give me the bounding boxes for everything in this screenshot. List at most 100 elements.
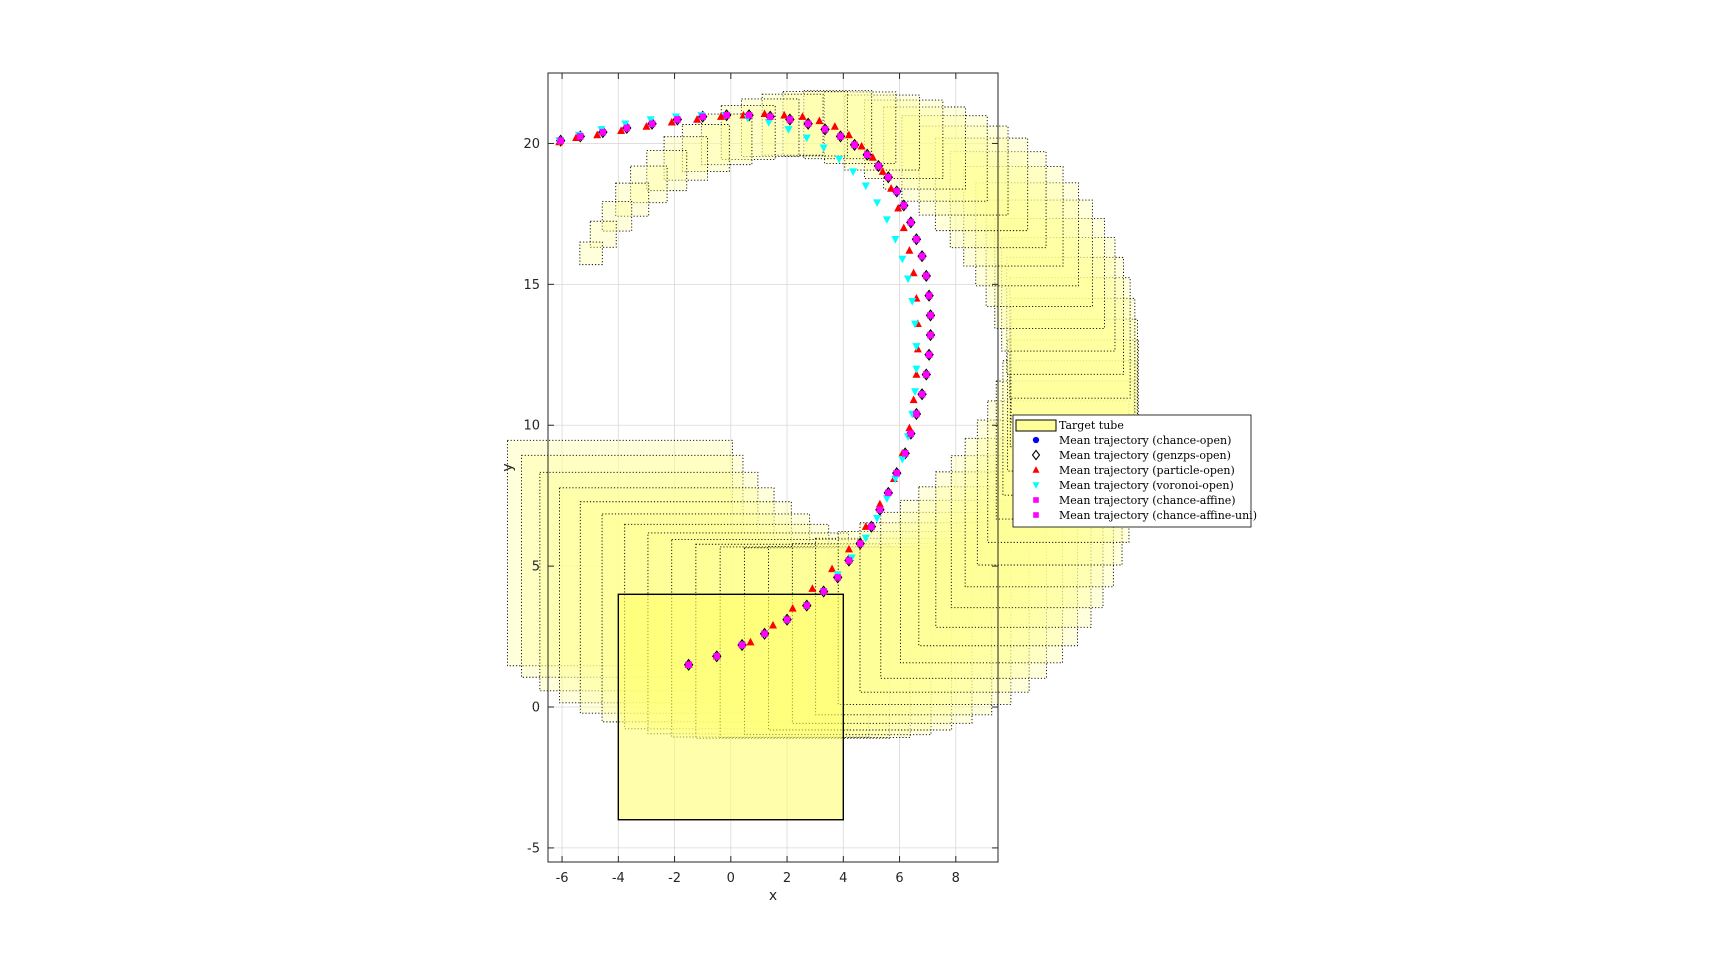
- data-point: [925, 292, 933, 299]
- data-point: [764, 119, 773, 127]
- data-point: [738, 641, 746, 649]
- data-point: [923, 371, 930, 378]
- data-point: [699, 113, 706, 120]
- data-point: [891, 475, 900, 484]
- tube-box: [761, 93, 824, 156]
- data-point: [912, 343, 921, 351]
- tube-box: [880, 511, 1047, 679]
- y-axis-label: y: [500, 463, 516, 471]
- data-point: [835, 155, 844, 164]
- tube-box: [701, 113, 753, 166]
- x-tick-label: -6: [556, 871, 569, 886]
- data-point: [905, 246, 914, 254]
- data-point: [685, 661, 692, 668]
- data-point: [857, 141, 866, 150]
- y-tick-label: -5: [527, 841, 540, 856]
- legend-label: Target tube: [1059, 419, 1124, 432]
- data-point: [819, 144, 828, 153]
- legend-marker: [1032, 482, 1040, 489]
- data-point: [868, 153, 877, 161]
- tube-box: [1006, 256, 1124, 375]
- data-point: [913, 236, 920, 243]
- data-point: [873, 515, 882, 523]
- data-point: [864, 151, 871, 158]
- data-point: [849, 168, 858, 177]
- data-point: [868, 523, 875, 530]
- tube-box: [1009, 277, 1131, 399]
- legend-label: Mean trajectory (chance-affine-uni): [1059, 509, 1257, 522]
- tube-box: [994, 217, 1106, 329]
- legend-label: Mean trajectory (particle-open): [1059, 464, 1235, 477]
- data-point: [898, 255, 907, 264]
- legend: Target tube Mean trajectory (chance-open)…: [1012, 414, 1257, 528]
- data-point: [648, 120, 656, 127]
- data-point: [674, 116, 681, 123]
- data-point: [844, 544, 853, 553]
- data-point: [885, 489, 892, 497]
- x-tick-label: 4: [839, 871, 847, 886]
- x-axis-label: x: [769, 888, 777, 904]
- data-point: [716, 112, 725, 120]
- data-point: [918, 391, 926, 398]
- tube-box: [1001, 237, 1116, 352]
- data-point: [913, 344, 922, 353]
- axis-ticks: -6 -4 -2 0 2 4 6 8 -5 0 5 10 15 20: [523, 73, 998, 886]
- tube-box: [837, 530, 1012, 705]
- data-point: [899, 223, 908, 232]
- y-tick-label: 5: [532, 560, 540, 575]
- data-point: [875, 499, 884, 508]
- target-set: [617, 593, 845, 821]
- data-point: [904, 275, 912, 284]
- data-point: [599, 128, 607, 136]
- data-point: [617, 126, 626, 134]
- data-point: [907, 219, 915, 226]
- tube-box: [579, 241, 603, 266]
- tube-box: [663, 136, 708, 181]
- data-point: [642, 122, 651, 130]
- data-point: [766, 113, 774, 120]
- data-point: [861, 534, 870, 543]
- data-point: [593, 130, 602, 139]
- data-point: [891, 236, 900, 244]
- data-point: [882, 495, 891, 503]
- data-point: [845, 557, 853, 564]
- data-point: [788, 603, 797, 612]
- data-point: [882, 216, 891, 224]
- data-point: [780, 110, 789, 119]
- tube-box: [601, 201, 633, 232]
- data-point: [623, 124, 630, 132]
- axes-frame: [547, 72, 999, 863]
- data-point: [894, 203, 903, 212]
- target-set-box: [617, 593, 845, 821]
- data-point: [856, 540, 864, 547]
- data-point: [873, 199, 882, 208]
- tube-box: [934, 137, 1029, 232]
- data-point: [901, 450, 909, 457]
- data-point: [803, 602, 810, 609]
- tube-box: [975, 182, 1079, 287]
- legend-label: Mean trajectory (chance-affine): [1059, 494, 1236, 507]
- data-point: [821, 126, 829, 133]
- tube-box: [646, 150, 688, 192]
- data-point: [746, 637, 755, 646]
- tube-box: [918, 125, 1009, 216]
- legend-marker: [1032, 466, 1040, 473]
- data-point: [918, 252, 926, 260]
- x-tick-label: 0: [727, 871, 735, 886]
- tube-box: [681, 124, 730, 172]
- data-point: [786, 116, 794, 123]
- data-point: [913, 410, 920, 418]
- data-point: [908, 298, 917, 306]
- data-point: [798, 112, 807, 120]
- legend-tube-swatch: [1015, 419, 1057, 432]
- x-tick-label: 2: [783, 871, 791, 886]
- data-point: [834, 574, 841, 581]
- data-point: [907, 430, 915, 437]
- legend-marker: [1032, 436, 1040, 444]
- legend-label: Mean trajectory (voronoi-open): [1059, 479, 1234, 492]
- data-point: [760, 109, 769, 118]
- legend-marker: [1033, 497, 1039, 503]
- data-point: [577, 133, 584, 140]
- x-tick-label: 6: [895, 871, 903, 886]
- data-point: [828, 564, 837, 573]
